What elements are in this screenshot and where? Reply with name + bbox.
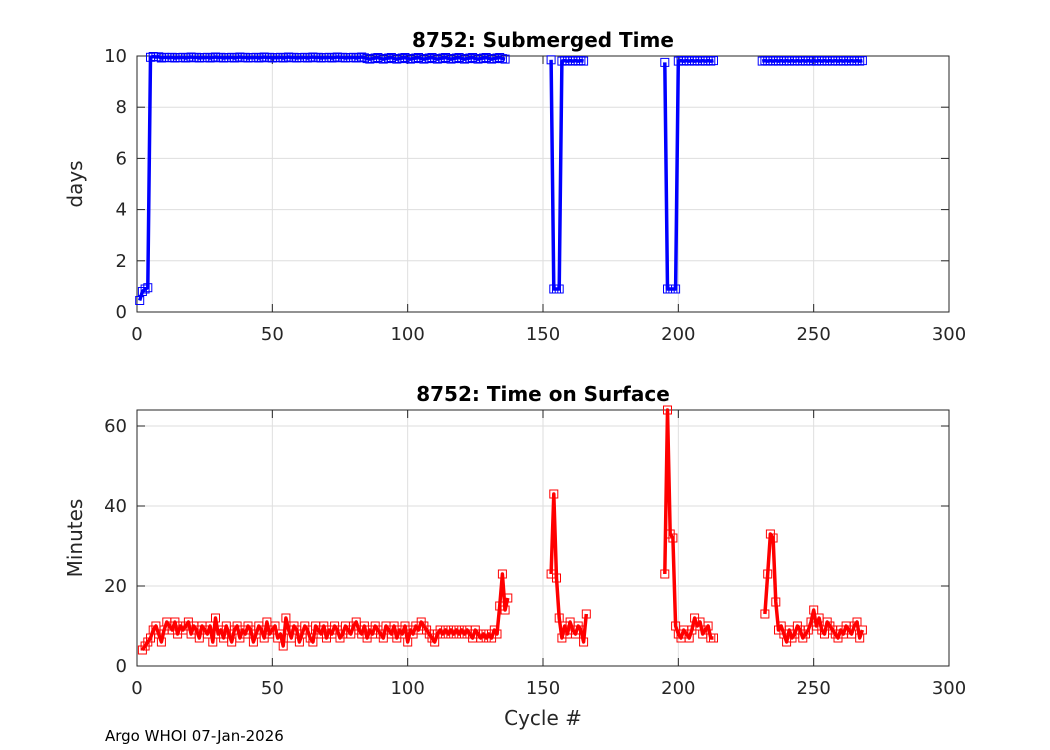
data-point-marker: [660, 569, 670, 579]
data-point-marker: [852, 617, 862, 627]
data-point-marker: [768, 533, 778, 543]
data-point-marker: [703, 621, 713, 631]
y-tick-label: 10: [104, 46, 127, 67]
data-point-marker: [403, 637, 413, 647]
data-point-marker: [668, 533, 678, 543]
x-tick-label: 250: [796, 678, 830, 699]
data-point-marker: [554, 284, 564, 294]
data-point-marker: [771, 597, 781, 607]
data-point-marker: [576, 625, 586, 635]
data-point-marker: [135, 296, 145, 305]
data-point-marker: [579, 56, 589, 66]
data-point-marker: [660, 57, 670, 67]
data-point-marker: [671, 284, 681, 294]
y-axis-label: days: [63, 160, 87, 207]
submerged-time-chart: 0 50 100 150 200 250 300 0 2 4 6 8 10 8752: Submerg…: [63, 28, 966, 345]
data-point-marker: [709, 56, 718, 66]
x-tick-labels: 0 50 100 150 200 250 300: [131, 324, 966, 345]
data-point-marker: [495, 53, 505, 62]
x-tick-label: 300: [932, 678, 966, 699]
x-tick-label: 50: [261, 678, 284, 699]
x-tick-label: 100: [390, 678, 424, 699]
x-tick-label: 250: [796, 324, 830, 345]
x-axis-label: Cycle #: [504, 706, 582, 730]
y-tick-label: 60: [104, 416, 127, 437]
data-point-marker: [760, 609, 770, 619]
data-point-marker: [500, 605, 510, 615]
data-point-marker: [156, 637, 166, 647]
series-line: [549, 58, 584, 291]
data-point-marker: [492, 629, 502, 639]
data-point-marker: [549, 489, 559, 499]
x-tick-label: 0: [131, 324, 142, 345]
data-point-marker: [211, 613, 220, 623]
series-layer: [135, 52, 867, 305]
y-tick-label: 0: [116, 302, 127, 323]
x-tick-label: 300: [932, 324, 966, 345]
data-point-marker: [140, 284, 150, 294]
y-tick-label: 4: [116, 200, 127, 221]
x-tick-label: 0: [131, 678, 142, 699]
y-tick-labels: 0 2 4 6 8 10: [104, 46, 127, 323]
data-point-marker: [205, 621, 215, 631]
data-point-marker: [497, 569, 507, 579]
y-tick-label: 8: [116, 97, 127, 118]
data-point-marker: [308, 637, 318, 647]
data-point-marker: [500, 54, 510, 64]
y-tick-label: 40: [104, 496, 127, 517]
x-tick-label: 50: [261, 324, 284, 345]
data-point-marker: [709, 633, 718, 643]
data-point-marker: [503, 593, 513, 603]
x-tick-label: 200: [661, 678, 695, 699]
data-point-marker: [857, 625, 867, 635]
y-tick-label: 20: [104, 576, 127, 597]
time-on-surface-chart: 0 50 100 150 200 250 300 0 20 40 60 8752: Time on…: [63, 382, 966, 730]
y-tick-label: 0: [116, 656, 127, 677]
series-layer: [137, 405, 867, 655]
data-point-marker: [809, 605, 819, 615]
x-tick-label: 150: [526, 678, 560, 699]
data-point-marker: [763, 569, 773, 579]
footer-credit: Argo WHOI 07-Jan-2026: [105, 727, 284, 745]
data-point-marker: [546, 55, 556, 65]
axes-frame: [136, 409, 950, 667]
data-point-marker: [857, 56, 867, 66]
data-point-marker: [552, 573, 561, 583]
axes-frame: [136, 55, 950, 313]
x-tick-label: 150: [526, 324, 560, 345]
y-axis-label: Minutes: [63, 499, 87, 578]
data-point-marker: [270, 621, 280, 631]
data-point-marker: [581, 609, 591, 619]
chart-title: 8752: Submerged Time: [412, 28, 674, 52]
chart-title: 8752: Time on Surface: [416, 382, 670, 406]
data-point-marker: [143, 283, 153, 293]
y-tick-label: 2: [116, 251, 127, 272]
data-point-marker: [281, 613, 291, 623]
x-tick-label: 100: [390, 324, 424, 345]
y-tick-label: 6: [116, 148, 127, 169]
series-line: [663, 58, 714, 291]
data-point-marker: [663, 405, 672, 415]
x-tick-labels: 0 50 100 150 200 250 300: [131, 678, 966, 699]
y-tick-labels: 0 20 40 60: [104, 416, 127, 677]
x-tick-label: 200: [661, 324, 695, 345]
data-point-marker: [579, 637, 589, 647]
data-point-marker: [208, 637, 218, 647]
data-point-marker: [554, 613, 564, 623]
data-point-marker: [278, 641, 288, 651]
